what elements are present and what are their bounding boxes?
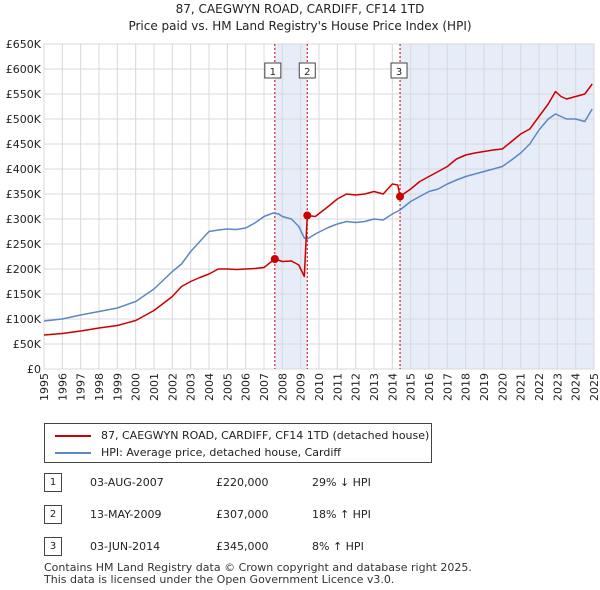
transaction-price: £345,000 bbox=[216, 540, 269, 553]
y-tick-label: £500K bbox=[6, 113, 42, 126]
property-series-line bbox=[43, 83, 593, 336]
x-tick-label: 2022 bbox=[533, 373, 546, 401]
shaded-periods bbox=[274, 44, 594, 369]
x-tick-label: 2017 bbox=[441, 373, 454, 401]
x-tick-label: 2004 bbox=[203, 373, 216, 401]
sale-point bbox=[303, 211, 312, 220]
y-tick-label: £300K bbox=[6, 213, 42, 226]
sale-point bbox=[396, 192, 405, 201]
x-tick-label: 1998 bbox=[93, 373, 106, 401]
x-tick-label: 1996 bbox=[56, 373, 69, 401]
x-tick-label: 2018 bbox=[460, 373, 473, 401]
shaded-period-current bbox=[400, 44, 594, 369]
y-tick-label: £250K bbox=[6, 238, 42, 251]
transaction-date: 03-AUG-2007 bbox=[90, 476, 164, 489]
x-tick-label: 1995 bbox=[38, 373, 51, 401]
chart-title: 87, CAEGWYN ROAD, CARDIFF, CF14 1TD bbox=[175, 2, 425, 16]
shaded-period bbox=[274, 44, 308, 369]
sale-markers: 1 2 3 bbox=[264, 62, 408, 263]
y-tick-label: £650K bbox=[6, 38, 42, 51]
x-tick-label: 2025 bbox=[588, 373, 600, 401]
sale-marker-label: 1 bbox=[270, 67, 276, 78]
y-tick-label: £350K bbox=[6, 188, 42, 201]
x-tick-label: 2020 bbox=[496, 373, 509, 401]
legend-item-property: 87, CAEGWYN ROAD, CARDIFF, CF14 1TD (det… bbox=[55, 429, 429, 442]
x-tick-label: 2019 bbox=[478, 373, 491, 401]
x-tick-label: 2012 bbox=[350, 373, 363, 401]
transaction-date: 13-MAY-2009 bbox=[90, 508, 162, 521]
sale-marker-box bbox=[298, 62, 316, 79]
x-tick-label: 2008 bbox=[276, 373, 289, 401]
x-tick-label: 2001 bbox=[148, 373, 161, 401]
chart-subtitle: Price paid vs. HM Land Registry's House … bbox=[128, 19, 472, 33]
legend-label-property: 87, CAEGWYN ROAD, CARDIFF, CF14 1TD (det… bbox=[101, 429, 430, 442]
x-tick-label: 2014 bbox=[386, 373, 399, 401]
hpi-series-line bbox=[43, 108, 593, 322]
x-tick-label: 2007 bbox=[258, 373, 271, 401]
series-lines bbox=[43, 83, 593, 336]
y-tick-label: £200K bbox=[6, 263, 42, 276]
y-tick-label: £100K bbox=[6, 313, 42, 326]
y-tick-label: £50K bbox=[13, 338, 42, 351]
sale-marker-label: 3 bbox=[396, 67, 402, 78]
x-tick-label: 2002 bbox=[166, 373, 179, 401]
legend-label-hpi: HPI: Average price, detached house, Card… bbox=[101, 446, 341, 459]
x-tick-label: 2011 bbox=[331, 373, 344, 401]
x-tick-label: 2005 bbox=[221, 373, 234, 401]
transaction-hpi: 29% ↓ HPI bbox=[312, 476, 371, 489]
gridlines bbox=[43, 43, 595, 370]
y-tick-label: £600K bbox=[6, 63, 42, 76]
transaction-number: 2 bbox=[44, 505, 62, 524]
x-tick-label: 2009 bbox=[295, 373, 308, 401]
x-tick-label: 2003 bbox=[185, 373, 198, 401]
x-tick-label: 1997 bbox=[75, 373, 88, 401]
sale-marker-label: 2 bbox=[304, 67, 310, 78]
y-axis-ticks: £0 £50K £100K £150K £200K £250K £300K £350K £400… bbox=[6, 38, 42, 376]
x-tick-label: 2023 bbox=[551, 373, 564, 401]
x-tick-label: 1999 bbox=[111, 373, 124, 401]
footer-licence: This data is licensed under the Open Gov… bbox=[44, 573, 395, 586]
transaction-hpi: 18% ↑ HPI bbox=[312, 508, 371, 521]
transaction-date: 03-JUN-2014 bbox=[90, 540, 161, 553]
sale-marker-box bbox=[390, 62, 408, 79]
transaction-number: 3 bbox=[44, 537, 62, 556]
legend-item-hpi: HPI: Average price, detached house, Card… bbox=[55, 446, 341, 459]
transaction-number: 1 bbox=[44, 473, 62, 492]
x-tick-label: 2010 bbox=[313, 373, 326, 401]
x-tick-label: 2016 bbox=[423, 373, 436, 401]
price-chart: 1 2 3 £0 £50K £100K £150K £200K £250K £300K £350K… bbox=[6, 38, 600, 401]
x-tick-label: 2015 bbox=[405, 373, 418, 401]
legend-swatch-hpi bbox=[55, 451, 91, 454]
y-tick-label: £400K bbox=[6, 163, 42, 176]
x-axis-ticks: 1995 1996 1997 1998 1999 2000 2001 2002 2003 2004… bbox=[38, 373, 600, 401]
y-tick-label: £150K bbox=[6, 288, 42, 301]
x-tick-label: 2013 bbox=[368, 373, 381, 401]
transaction-hpi: 8% ↑ HPI bbox=[312, 540, 364, 553]
x-tick-label: 2006 bbox=[240, 373, 253, 401]
transaction-price: £220,000 bbox=[216, 476, 269, 489]
legend: 87, CAEGWYN ROAD, CARDIFF, CF14 1TD (det… bbox=[44, 423, 432, 463]
footer-copyright: Contains HM Land Registry data © Crown c… bbox=[44, 561, 472, 574]
y-tick-label: £0 bbox=[27, 363, 41, 376]
x-tick-label: 2000 bbox=[130, 373, 143, 401]
y-tick-label: £550K bbox=[6, 88, 42, 101]
transaction-price: £307,000 bbox=[216, 508, 269, 521]
y-tick-label: £450K bbox=[6, 138, 42, 151]
sale-point bbox=[270, 255, 279, 263]
legend-swatch-property bbox=[55, 434, 91, 437]
sale-marker-box bbox=[264, 62, 282, 79]
x-tick-label: 2024 bbox=[570, 373, 583, 401]
x-tick-label: 2021 bbox=[515, 373, 528, 401]
